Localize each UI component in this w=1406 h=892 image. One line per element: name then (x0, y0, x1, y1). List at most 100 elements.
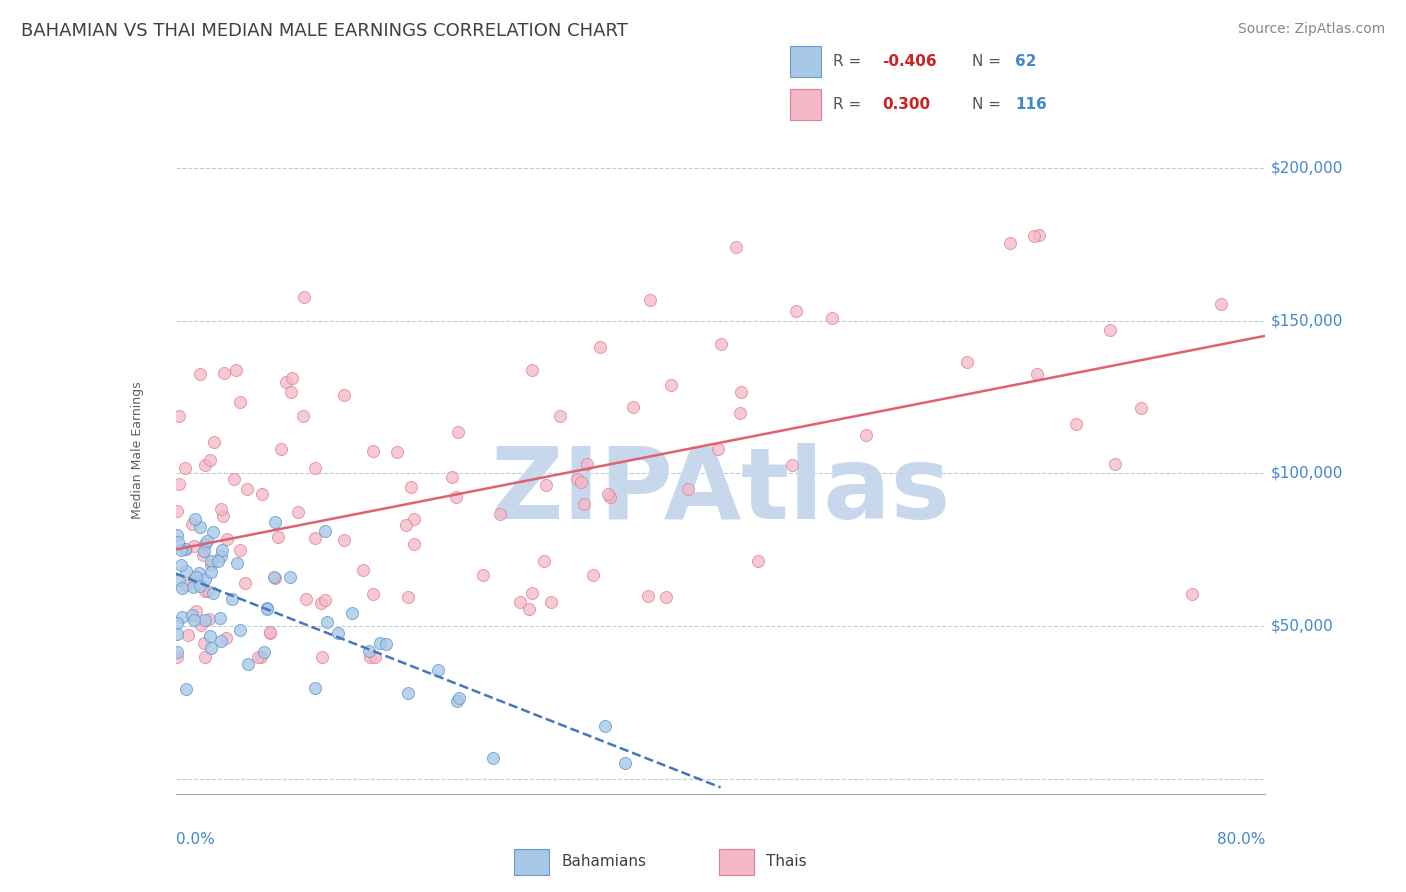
Point (209, 634, 232, 648)
Text: Median Male Earnings: Median Male Earnings (131, 382, 143, 519)
Point (314, 593, 336, 607)
Point (509, 595, 531, 609)
Point (363, 649, 385, 664)
Point (340, 606, 363, 620)
Point (176, 578, 198, 592)
Point (548, 409, 571, 423)
Text: Bahamians: Bahamians (561, 854, 647, 869)
Point (444, 490, 467, 504)
Point (1130, 401, 1153, 415)
Point (190, 618, 212, 632)
Point (233, 575, 256, 590)
Point (264, 571, 287, 585)
Point (295, 592, 318, 607)
Text: Source: ZipAtlas.com: Source: ZipAtlas.com (1237, 22, 1385, 37)
Point (314, 524, 336, 538)
Point (169, 476, 191, 491)
Point (710, 337, 733, 351)
Point (166, 615, 188, 630)
Point (190, 579, 212, 593)
Point (177, 628, 200, 642)
Point (253, 645, 276, 659)
Point (582, 568, 605, 582)
Point (211, 542, 233, 557)
Text: ZIPAtlas: ZIPAtlas (491, 443, 950, 541)
Point (194, 572, 217, 586)
Point (396, 685, 419, 699)
Point (183, 512, 205, 526)
Point (166, 626, 188, 640)
Point (291, 409, 314, 424)
Point (270, 442, 292, 456)
Point (489, 507, 512, 521)
Point (181, 580, 204, 594)
Point (174, 564, 197, 578)
Bar (718, 849, 754, 875)
Bar (790, 46, 821, 77)
Point (191, 548, 214, 562)
Point (326, 626, 349, 640)
Point (1181, 587, 1204, 601)
Point (304, 461, 326, 475)
Point (359, 649, 381, 664)
Point (315, 615, 337, 630)
Point (441, 469, 464, 483)
Point (361, 444, 384, 458)
Point (569, 475, 592, 489)
Point (1104, 457, 1126, 471)
Point (198, 628, 221, 642)
Point (998, 236, 1021, 251)
Text: Thais: Thais (766, 854, 807, 869)
Point (517, 602, 540, 616)
Text: $100,000: $100,000 (1271, 466, 1343, 481)
Point (333, 388, 356, 402)
Point (183, 539, 205, 553)
Point (572, 497, 595, 511)
Point (194, 458, 217, 472)
Point (278, 570, 301, 584)
Point (190, 519, 212, 533)
Point (368, 636, 391, 650)
Point (956, 355, 979, 369)
Point (174, 541, 197, 556)
Point (167, 535, 190, 549)
Point (782, 458, 804, 472)
Point (333, 533, 356, 547)
Point (186, 604, 208, 618)
Point (575, 457, 598, 471)
Point (399, 481, 422, 495)
Point (375, 637, 398, 651)
Point (1098, 323, 1121, 337)
Text: $200,000: $200,000 (1271, 161, 1343, 176)
Point (596, 487, 619, 501)
Point (567, 472, 589, 486)
Point (449, 690, 471, 705)
Point (659, 377, 682, 392)
Point (259, 625, 281, 640)
Point (637, 589, 659, 603)
Point (236, 657, 259, 672)
Point (172, 582, 194, 596)
Point (396, 590, 419, 604)
Point (724, 240, 747, 254)
Point (402, 537, 425, 551)
Point (236, 482, 259, 496)
Point (247, 649, 270, 664)
Point (256, 600, 278, 615)
Point (281, 371, 304, 385)
Point (707, 442, 730, 457)
Text: 80.0%: 80.0% (1218, 831, 1265, 847)
Point (170, 558, 193, 572)
Point (200, 452, 222, 467)
Point (280, 384, 302, 399)
Point (640, 293, 662, 308)
Point (309, 596, 332, 610)
Point (228, 623, 250, 637)
Point (304, 681, 326, 695)
Point (176, 682, 198, 697)
Point (194, 649, 217, 664)
Point (1064, 417, 1087, 432)
Point (207, 554, 229, 568)
Text: 0.0%: 0.0% (176, 831, 215, 847)
Point (225, 363, 247, 377)
